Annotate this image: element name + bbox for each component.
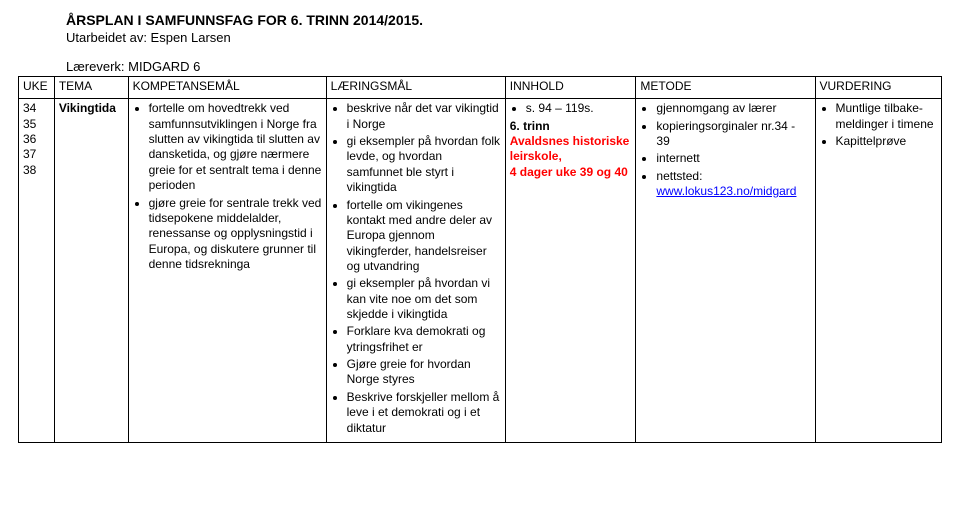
cell-inn: s. 94 – 119s. 6. trinn Avaldsnes histori… bbox=[505, 99, 636, 443]
page: ÅRSPLAN I SAMFUNNSFAG FOR 6. TRINN 2014/… bbox=[0, 0, 960, 461]
cell-komp: fortelle om hovedtrekk ved samfunnsutvik… bbox=[128, 99, 326, 443]
col-laer: LÆRINGSMÅL bbox=[326, 77, 505, 99]
met-item: kopieringsorginaler nr.34 - 39 bbox=[656, 119, 810, 150]
cell-uke: 34 35 36 37 38 bbox=[19, 99, 55, 443]
table-row: 34 35 36 37 38 Vikingtida fortelle om ho… bbox=[19, 99, 942, 443]
inn-trinn: 6. trinn bbox=[510, 119, 632, 134]
vurd-item: Muntlige tilbake-meldinger i timene bbox=[836, 101, 938, 132]
laer-item: Gjøre greie for hvordan Norge styres bbox=[347, 357, 501, 388]
week-number: 36 bbox=[23, 132, 50, 147]
laer-item: Beskrive forskjeller mellom å leve i et … bbox=[347, 390, 501, 436]
laer-item: gi eksempler på hvordan folk levde, og h… bbox=[347, 134, 501, 195]
document-title: ÅRSPLAN I SAMFUNNSFAG FOR 6. TRINN 2014/… bbox=[66, 12, 942, 28]
cell-tema: Vikingtida bbox=[54, 99, 128, 443]
cell-met: gjennomgang av lærer kopieringsorginaler… bbox=[636, 99, 815, 443]
col-tema: TEMA bbox=[54, 77, 128, 99]
col-vurd: VURDERING bbox=[815, 77, 942, 99]
col-met: METODE bbox=[636, 77, 815, 99]
cell-vurd: Muntlige tilbake-meldinger i timene Kapi… bbox=[815, 99, 942, 443]
col-uke: UKE bbox=[19, 77, 55, 99]
inn-pages: s. 94 – 119s. bbox=[526, 101, 632, 116]
week-number: 38 bbox=[23, 163, 50, 178]
komp-item: fortelle om hovedtrekk ved samfunnsutvik… bbox=[149, 101, 322, 193]
cell-laer: beskrive når det var vikingtid i Norge g… bbox=[326, 99, 505, 443]
col-komp: KOMPETANSEMÅL bbox=[128, 77, 326, 99]
table-header-row: UKE TEMA KOMPETANSEMÅL LÆRINGSMÅL INNHOL… bbox=[19, 77, 942, 99]
komp-item: gjøre greie for sentrale trekk ved tidse… bbox=[149, 196, 322, 273]
col-inn: INNHOLD bbox=[505, 77, 636, 99]
document-bookset: Læreverk: MIDGARD 6 bbox=[66, 59, 942, 74]
week-number: 37 bbox=[23, 147, 50, 162]
laer-item: fortelle om vikingenes kontakt med andre… bbox=[347, 198, 501, 275]
week-number: 34 bbox=[23, 101, 50, 116]
met-nettsted-link[interactable]: www.lokus123.no/midgard bbox=[656, 184, 796, 198]
met-nettsted-label: nettsted: bbox=[656, 169, 702, 183]
inn-red-line: Avaldsnes historiske leirskole, bbox=[510, 134, 632, 165]
vurd-item: Kapittelprøve bbox=[836, 134, 938, 149]
plan-table: UKE TEMA KOMPETANSEMÅL LÆRINGSMÅL INNHOL… bbox=[18, 76, 942, 443]
laer-item: gi eksempler på hvordan vi kan vite noe … bbox=[347, 276, 501, 322]
inn-red-line: 4 dager uke 39 og 40 bbox=[510, 165, 632, 180]
laer-item: Forklare kva demokrati og ytringsfrihet … bbox=[347, 324, 501, 355]
week-number: 35 bbox=[23, 117, 50, 132]
laer-item: beskrive når det var vikingtid i Norge bbox=[347, 101, 501, 132]
document-author: Utarbeidet av: Espen Larsen bbox=[66, 30, 942, 45]
met-item: gjennomgang av lærer bbox=[656, 101, 810, 116]
tema-label: Vikingtida bbox=[59, 101, 116, 115]
met-item: nettsted: www.lokus123.no/midgard bbox=[656, 169, 810, 200]
met-item: internett bbox=[656, 151, 810, 166]
